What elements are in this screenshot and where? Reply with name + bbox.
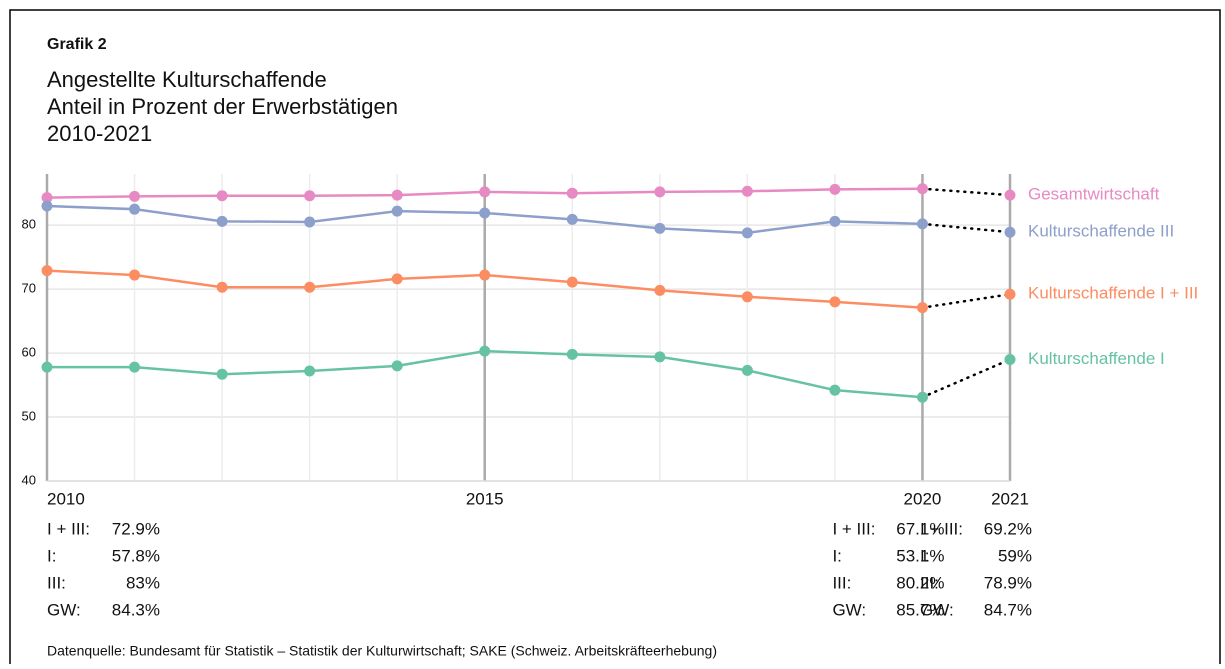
annotation-label: GW: (920, 600, 954, 619)
annotation-label: III: (920, 573, 939, 592)
point (916, 391, 928, 403)
annotation-label: GW: (832, 600, 866, 619)
x-tick-label: 2020 (904, 489, 942, 508)
point (654, 351, 666, 363)
point (1004, 189, 1016, 201)
point (654, 186, 666, 198)
point (829, 183, 841, 195)
heading: Grafik 2 (47, 36, 107, 53)
point (566, 276, 578, 288)
annotation-value: 83% (126, 573, 160, 592)
point (129, 269, 141, 281)
point (391, 189, 403, 201)
y-tick-label: 40 (22, 472, 36, 487)
x-tick-label: 2021 (991, 489, 1029, 508)
annotation-value: 67.1% (896, 519, 944, 538)
annotation-label: I + III: (920, 519, 963, 538)
x-tick-label: 2015 (466, 489, 504, 508)
annotation-value: 69.2% (984, 519, 1032, 538)
y-tick-label: 80 (22, 217, 36, 232)
annotation-label: I + III: (832, 519, 875, 538)
point (741, 364, 753, 376)
annotation-value: 57.8% (112, 546, 160, 565)
point (41, 192, 53, 204)
annotation-label: III: (47, 573, 66, 592)
point (304, 190, 316, 202)
point (654, 222, 666, 234)
annotation-value: 78.9% (984, 573, 1032, 592)
point (916, 302, 928, 314)
legend-label: Gesamtwirtschaft (1028, 185, 1160, 204)
dotted-segment (921, 187, 1012, 197)
point (479, 186, 491, 198)
annotation-label: I + III: (47, 519, 90, 538)
title-line: Anteil in Prozent der Erwerbstätigen (47, 94, 398, 119)
y-tick-label: 50 (22, 408, 36, 423)
legend-label: Kulturschaffende III (1028, 222, 1174, 241)
point (566, 213, 578, 225)
point (1004, 226, 1016, 238)
point (741, 185, 753, 197)
point (829, 215, 841, 227)
point (566, 187, 578, 199)
point (391, 205, 403, 217)
y-tick-label: 60 (22, 345, 36, 360)
annotation-label: I: (920, 546, 929, 565)
point (391, 360, 403, 372)
point (829, 296, 841, 308)
point (741, 227, 753, 239)
point (129, 190, 141, 202)
annotation-value: 84.7% (984, 600, 1032, 619)
source: Datenquelle: Bundesamt für Statistik – S… (47, 643, 717, 659)
point (1004, 288, 1016, 300)
point (741, 291, 753, 303)
point (216, 368, 228, 380)
annotation-label: I: (832, 546, 841, 565)
point (41, 361, 53, 373)
point (1004, 353, 1016, 365)
dotted-segment (921, 358, 1012, 399)
dotted-segment (921, 292, 1012, 309)
point (566, 348, 578, 360)
legend-label: Kulturschaffende I + III (1028, 284, 1198, 303)
point (41, 265, 53, 277)
point (304, 216, 316, 228)
y-tick-label: 70 (22, 281, 36, 296)
title-line: Angestellte Kulturschaffende (47, 67, 327, 92)
annotation-value: 80.2% (896, 573, 944, 592)
title-line: 2010-2021 (47, 121, 152, 146)
annotation-value: 59% (998, 546, 1032, 565)
annotation-value: 85.7% (896, 600, 944, 619)
point (391, 273, 403, 285)
point (216, 190, 228, 202)
annotation-label: I: (47, 546, 56, 565)
point (479, 345, 491, 357)
annotation-value: 72.9% (112, 519, 160, 538)
point (304, 365, 316, 377)
point (304, 281, 316, 293)
annotation-value: 84.3% (112, 600, 160, 619)
point (41, 200, 53, 212)
annotation-value: 53.1% (896, 546, 944, 565)
frame (9, 9, 1221, 669)
point (654, 284, 666, 296)
legend-label: Kulturschaffende I (1028, 349, 1165, 368)
point (129, 203, 141, 215)
annotation-label: GW: (47, 600, 81, 619)
point (216, 215, 228, 227)
dotted-segment (921, 222, 1012, 234)
point (916, 183, 928, 195)
x-tick-label: 2010 (47, 489, 85, 508)
point (479, 207, 491, 219)
point (479, 269, 491, 281)
annotation-label: III: (832, 573, 851, 592)
point (129, 361, 141, 373)
point (829, 384, 841, 396)
point (216, 281, 228, 293)
point (916, 218, 928, 230)
